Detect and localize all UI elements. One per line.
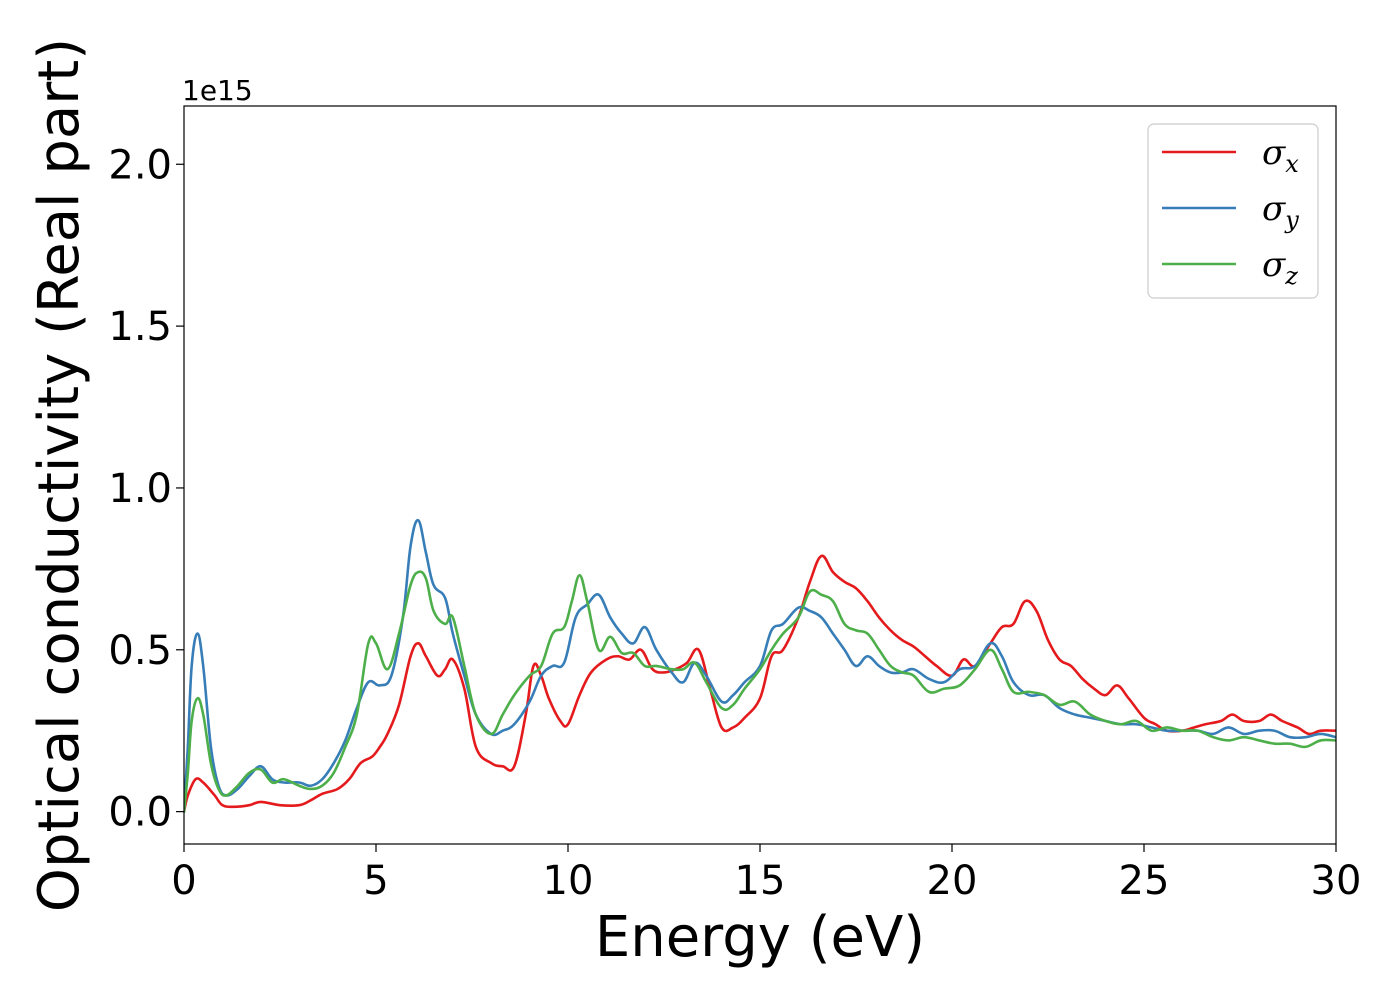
x-axis: 0 5 10 15 20 25 30 <box>171 844 1361 904</box>
y-tick-label: 0.5 <box>108 628 172 674</box>
legend: σx σy σz <box>1147 123 1319 299</box>
x-tick-label: 0 <box>171 858 196 904</box>
series-line-z <box>184 570 1336 813</box>
x-axis-title: Energy (eV) <box>595 905 925 970</box>
series-line-y <box>184 519 1336 813</box>
series-layer <box>184 519 1336 813</box>
legend-label-z: σz <box>1262 245 1298 290</box>
y-tick-label: 2.0 <box>108 142 172 188</box>
x-tick-label: 30 <box>1311 858 1362 904</box>
x-tick-label: 15 <box>735 858 786 904</box>
y-axis-title: Optical conductivity (Real part) <box>27 38 92 912</box>
legend-box <box>1147 123 1319 299</box>
x-tick-label: 25 <box>1119 858 1170 904</box>
legend-label-y: σy <box>1262 189 1299 234</box>
x-tick-label: 20 <box>927 858 978 904</box>
y-axis: 0.0 0.5 1.0 1.5 2.0 <box>108 142 184 836</box>
y-offset-label: 1e15 <box>182 74 253 107</box>
y-tick-label: 0.0 <box>108 790 172 836</box>
series-line-x <box>184 554 1336 813</box>
legend-label-x: σx <box>1262 133 1299 178</box>
y-tick-label: 1.5 <box>108 304 172 350</box>
x-tick-label: 10 <box>543 858 594 904</box>
x-tick-label: 5 <box>363 858 388 904</box>
y-tick-label: 1.0 <box>108 466 172 512</box>
